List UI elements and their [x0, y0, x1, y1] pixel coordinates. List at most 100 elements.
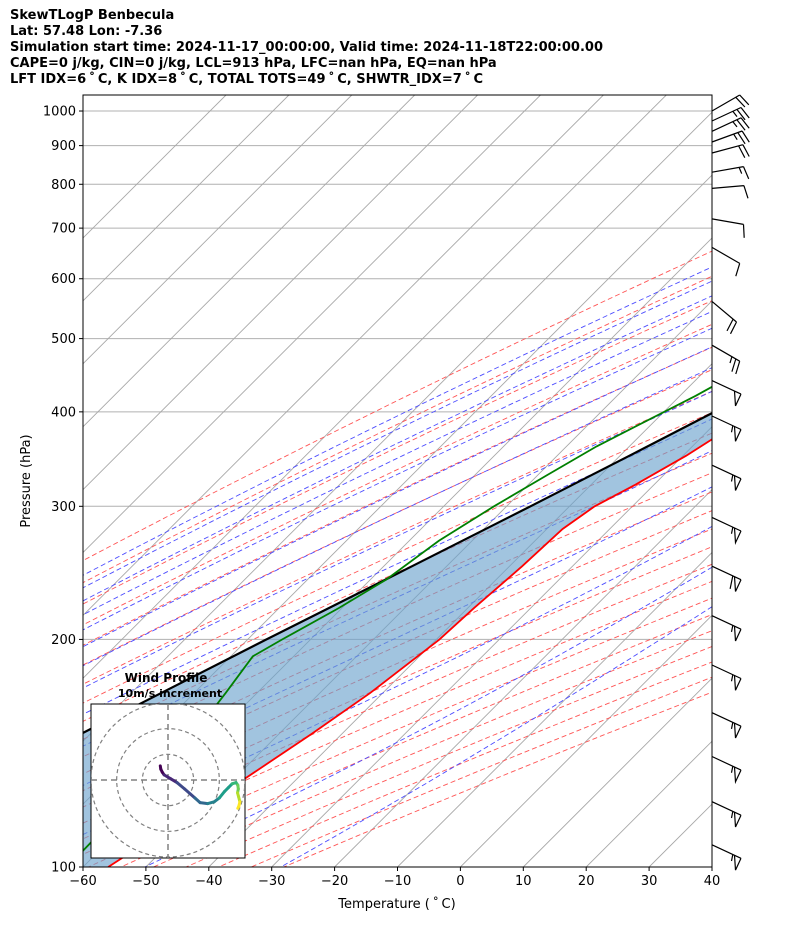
- x-axis-label: Temperature ( ˚ C): [337, 896, 455, 912]
- y-tick-label: 1000: [43, 105, 76, 120]
- y-tick-label: 900: [51, 139, 76, 154]
- wind-barb: [711, 344, 741, 375]
- time-line: Simulation start time: 2024-11-17_00:00:…: [10, 40, 603, 55]
- hodograph-plot: [91, 704, 245, 858]
- wind-barb: [711, 166, 750, 180]
- y-tick-label: 400: [51, 405, 76, 420]
- wind-barb: [711, 144, 750, 158]
- wind-barb: [711, 516, 742, 546]
- chart-title: SkewTLogP Benbecula: [10, 8, 175, 23]
- hodograph-segment: [175, 781, 187, 791]
- moist-adiabat: [83, 418, 712, 715]
- y-axis-label: Pressure (hPa): [19, 434, 34, 527]
- isotherm-line: [83, 95, 353, 365]
- dry-adiabat: [83, 528, 712, 808]
- x-tick-label: −30: [258, 874, 285, 889]
- wind-barbs: [711, 94, 750, 871]
- wind-barb: [711, 106, 750, 122]
- isotherm-line: [83, 95, 416, 428]
- x-tick-label: 40: [704, 874, 721, 889]
- location-line: Lat: 57.48 Lon: -7.36: [10, 24, 163, 39]
- sounding-lines: [83, 385, 712, 867]
- x-tick-label: −40: [195, 874, 222, 889]
- dry-adiabat: [83, 346, 712, 646]
- wind-barb: [711, 801, 742, 828]
- dry-adiabat: [251, 676, 712, 867]
- dry-adiabat: [283, 691, 712, 867]
- indices-line-2: LFT IDX=6 ˚ C, K IDX=8 ˚ C, TOTAL TOTS=4…: [10, 72, 483, 87]
- moist-adiabat: [83, 525, 712, 836]
- wind-barb: [711, 94, 750, 112]
- wind-barb: [711, 218, 745, 238]
- wind-barb: [711, 565, 742, 592]
- isotherm-line: [83, 95, 541, 554]
- wind-barb: [711, 615, 742, 642]
- isotherm-line: [648, 803, 712, 867]
- wind-barb: [711, 246, 741, 277]
- hodograph-segment: [183, 787, 197, 800]
- y-tick-label: 600: [51, 272, 76, 287]
- wind-barb: [711, 130, 750, 145]
- y-tick-label: 300: [51, 500, 76, 515]
- isotherm-line: [397, 551, 712, 867]
- isotherm-line: [334, 488, 712, 867]
- chart-header: SkewTLogP Benbecula Lat: 57.48 Lon: -7.3…: [10, 8, 603, 88]
- isotherm-line: [208, 363, 712, 867]
- y-tick-label: 700: [51, 222, 76, 237]
- y-tick-label: 200: [51, 633, 76, 648]
- isotherm-line: [711, 866, 712, 867]
- wind-barb: [711, 464, 742, 491]
- moist-adiabat: [83, 346, 712, 648]
- moist-adiabat: [83, 390, 712, 689]
- moist-adiabat: [83, 280, 712, 589]
- temperature-line: [107, 438, 712, 867]
- indices-line-1: CAPE=0 j/kg, CIN=0 j/kg, LCL=913 hPa, LF…: [10, 56, 497, 71]
- moist-adiabat: [83, 367, 712, 667]
- x-tick-label: 0: [456, 874, 464, 889]
- x-tick-label: −60: [69, 874, 96, 889]
- axis-ticks: −60 −50 −40 −30 −20 −10 0 10 20 30 40 100 200 300 400 5…: [43, 105, 720, 889]
- wind-barb: [711, 185, 749, 199]
- x-tick-label: −20: [321, 874, 348, 889]
- wind-barb: [711, 712, 742, 739]
- hodograph-subtitle: 10m/s increment: [118, 687, 222, 700]
- x-tick-label: −10: [384, 874, 411, 889]
- wind-barb: [711, 380, 742, 407]
- isotherm-line: [522, 677, 712, 867]
- isotherm-line: [83, 95, 227, 239]
- x-tick-label: 10: [515, 874, 532, 889]
- dry-adiabat: [83, 250, 712, 562]
- wind-barb: [711, 844, 742, 871]
- dry-adiabat: [83, 300, 712, 605]
- moist-adiabat: [83, 327, 712, 631]
- x-tick-label: −50: [132, 874, 159, 889]
- dry-adiabat: [83, 546, 712, 824]
- wind-barb: [711, 300, 738, 335]
- hodograph-segment: [236, 804, 241, 810]
- wind-barb: [711, 117, 750, 132]
- y-tick-label: 800: [51, 178, 76, 193]
- dry-adiabat: [83, 412, 712, 704]
- x-tick-label: 30: [641, 874, 658, 889]
- moist-adiabat: [83, 266, 712, 576]
- dry-adiabat: [83, 491, 712, 775]
- parcel-profile-line: [83, 411, 712, 735]
- dry-adiabat: [218, 661, 712, 867]
- wind-barb: [711, 755, 742, 785]
- moist-adiabat: [83, 310, 712, 616]
- moist-adiabat: [83, 295, 712, 602]
- isotherm-line: [460, 614, 712, 867]
- isotherm-line: [83, 95, 290, 302]
- dewpoint-line: [83, 385, 712, 853]
- wind-barb: [711, 664, 742, 691]
- isotherm-line: [83, 95, 604, 617]
- hodograph-title: Wind Profile: [125, 671, 208, 685]
- y-tick-label: 100: [51, 861, 76, 876]
- x-tick-label: 20: [578, 874, 595, 889]
- hodograph-inset: Wind Profile 10m/s increment: [90, 671, 246, 859]
- isotherm-line: [271, 426, 712, 867]
- y-tick-label: 500: [51, 332, 76, 347]
- isotherm-line: [83, 95, 478, 491]
- isotherm-line: [83, 95, 667, 679]
